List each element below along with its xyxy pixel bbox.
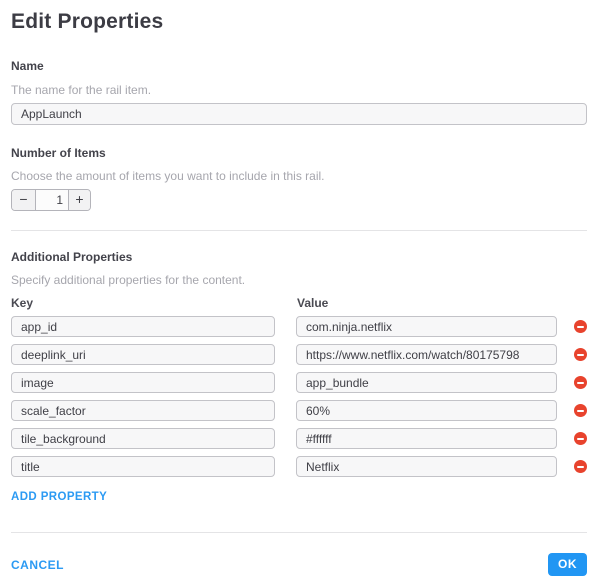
property-value-input[interactable] — [296, 400, 557, 421]
minus-circle-icon — [577, 353, 584, 356]
remove-property-button[interactable] — [574, 348, 587, 361]
dialog-title: Edit Properties — [11, 10, 164, 33]
property-key-input[interactable] — [11, 372, 275, 393]
property-row — [11, 400, 587, 421]
minus-circle-icon — [577, 325, 584, 328]
minus-circle-icon — [577, 437, 584, 440]
remove-property-button[interactable] — [574, 320, 587, 333]
property-key-input[interactable] — [11, 316, 275, 337]
edit-properties-dialog: Edit Properties Name The name for the ra… — [0, 8, 602, 576]
number-of-items-label: Number of Items — [11, 146, 106, 160]
remove-property-button[interactable] — [574, 404, 587, 417]
value-column-header: Value — [297, 296, 329, 310]
section-divider — [11, 230, 587, 231]
name-section: Name The name for the rail item. — [11, 59, 587, 125]
property-key-input[interactable] — [11, 428, 275, 449]
remove-property-button[interactable] — [574, 432, 587, 445]
number-of-items-description: Choose the amount of items you want to i… — [11, 169, 325, 183]
quantity-input[interactable] — [36, 190, 68, 210]
remove-property-button[interactable] — [574, 376, 587, 389]
additional-properties-section: Additional Properties Specify additional… — [11, 250, 587, 505]
remove-property-button[interactable] — [574, 460, 587, 473]
property-row — [11, 428, 587, 449]
additional-properties-label: Additional Properties — [11, 250, 133, 264]
name-description: The name for the rail item. — [11, 83, 152, 97]
property-row — [11, 372, 587, 393]
kv-column-headers: Key Value — [11, 296, 587, 310]
property-value-input[interactable] — [296, 428, 557, 449]
property-rows — [11, 316, 587, 477]
increment-button[interactable]: + — [68, 190, 90, 210]
footer-divider — [11, 532, 587, 533]
ok-button[interactable]: OK — [548, 553, 587, 576]
property-row — [11, 456, 587, 477]
minus-circle-icon — [577, 465, 584, 468]
dialog-footer: CANCEL OK — [11, 553, 587, 576]
key-column-header: Key — [11, 296, 34, 310]
name-label: Name — [11, 59, 44, 73]
property-row — [11, 316, 587, 337]
decrement-button[interactable]: − — [12, 190, 36, 210]
property-key-input[interactable] — [11, 456, 275, 477]
add-property-button[interactable]: ADD PROPERTY — [11, 491, 108, 503]
property-key-input[interactable] — [11, 344, 275, 365]
minus-circle-icon — [577, 409, 584, 412]
quantity-stepper: − + — [11, 189, 91, 211]
name-input[interactable] — [11, 103, 587, 125]
minus-circle-icon — [577, 381, 584, 384]
property-value-input[interactable] — [296, 344, 557, 365]
property-row — [11, 344, 587, 365]
number-of-items-section: Number of Items Choose the amount of ite… — [11, 146, 587, 211]
property-value-input[interactable] — [296, 372, 557, 393]
cancel-button[interactable]: CANCEL — [11, 557, 64, 572]
property-value-input[interactable] — [296, 456, 557, 477]
property-value-input[interactable] — [296, 316, 557, 337]
additional-properties-description: Specify additional properties for the co… — [11, 273, 246, 287]
property-key-input[interactable] — [11, 400, 275, 421]
